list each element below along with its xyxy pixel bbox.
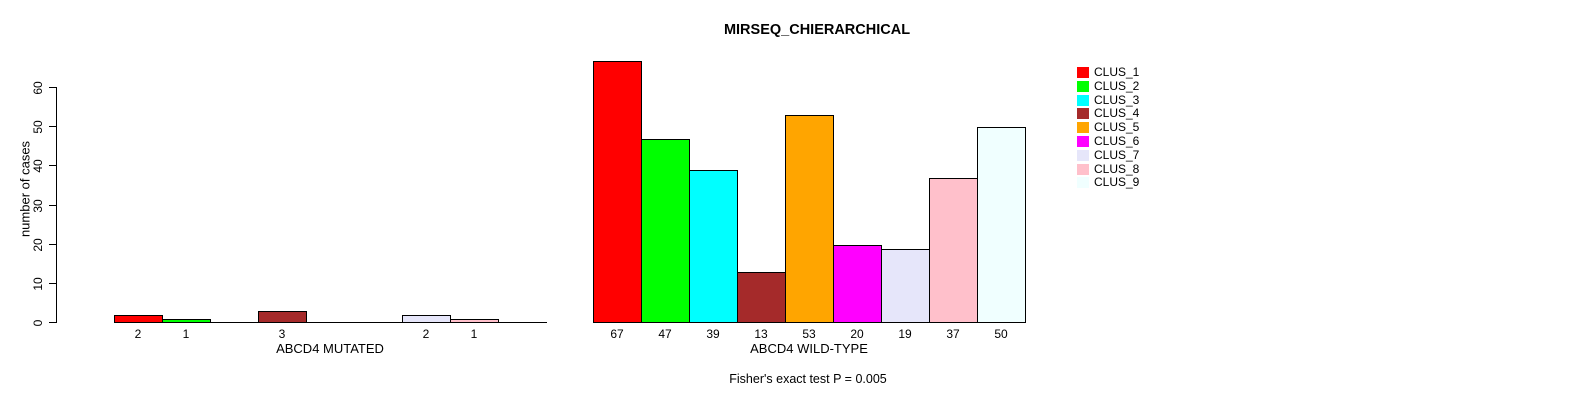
y-tick-mark <box>49 244 57 245</box>
bar-value-label: 1 <box>182 327 190 341</box>
legend-swatch <box>1077 176 1089 188</box>
y-tick-mark <box>49 165 57 166</box>
bar-value-label: 50 <box>994 327 1008 341</box>
bar-value-label: 20 <box>850 327 864 341</box>
bar-clus_1 <box>593 61 642 323</box>
bar-value-label: 47 <box>658 327 672 341</box>
legend-item-clus_7: CLUS_7 <box>1077 149 1139 161</box>
bar-clus_2 <box>641 139 690 323</box>
bar-clus_3 <box>689 170 738 323</box>
y-tick-label: 20 <box>31 238 45 252</box>
chart-title: MIRSEQ_CHIERARCHICAL <box>723 22 911 38</box>
y-tick-mark <box>49 205 57 206</box>
bar-clus_8 <box>929 178 978 323</box>
legend-item-clus_2: CLUS_2 <box>1077 80 1139 92</box>
y-tick-label: 0 <box>31 319 45 327</box>
legend-label: CLUS_7 <box>1094 148 1140 162</box>
legend-item-clus_6: CLUS_6 <box>1077 135 1139 147</box>
x-axis-label-wild-type: ABCD4 WILD-TYPE <box>750 341 868 356</box>
legend-label: CLUS_9 <box>1094 175 1140 189</box>
legend-swatch <box>1077 107 1089 119</box>
bar-clus_4 <box>737 272 786 323</box>
bar-value-label: 2 <box>134 327 142 341</box>
legend-label: CLUS_5 <box>1094 120 1140 134</box>
y-tick-label: 10 <box>31 277 45 291</box>
y-tick-mark <box>49 283 57 284</box>
y-tick-label: 30 <box>31 199 45 213</box>
bar-value-label: 2 <box>422 327 430 341</box>
bar-clus_6 <box>833 245 882 323</box>
y-tick-label: 40 <box>31 159 45 173</box>
legend-item-clus_4: CLUS_4 <box>1077 107 1139 119</box>
legend-swatch <box>1077 121 1089 133</box>
bar-value-label: 37 <box>946 327 960 341</box>
legend-label: CLUS_2 <box>1094 79 1140 93</box>
bar-value-label: 67 <box>610 327 624 341</box>
bar-value-label: 39 <box>706 327 720 341</box>
y-tick-label: 60 <box>31 81 45 95</box>
bar-clus_1 <box>114 315 163 323</box>
y-tick-mark <box>49 126 57 127</box>
bar-value-label: 1 <box>470 327 478 341</box>
y-tick-mark <box>49 87 57 88</box>
y-tick-mark <box>49 322 57 323</box>
legend-swatch <box>1077 135 1089 147</box>
legend-swatch <box>1077 149 1089 161</box>
bar-clus_7 <box>881 249 930 323</box>
legend-item-clus_5: CLUS_5 <box>1077 121 1139 133</box>
bar-clus_4 <box>258 311 307 323</box>
bar-value-label: 53 <box>802 327 816 341</box>
x-axis-label-mutated: ABCD4 MUTATED <box>276 341 384 356</box>
legend-item-clus_3: CLUS_3 <box>1077 94 1139 106</box>
fisher-test-annotation: Fisher's exact test P = 0.005 <box>729 372 887 386</box>
bar-value-label: 19 <box>898 327 912 341</box>
legend-label: CLUS_3 <box>1094 93 1140 107</box>
legend-label: CLUS_6 <box>1094 134 1140 148</box>
legend-swatch <box>1077 66 1089 78</box>
bar-clus_2 <box>162 319 211 323</box>
legend-label: CLUS_8 <box>1094 162 1140 176</box>
legend-swatch <box>1077 94 1089 106</box>
legend-swatch <box>1077 80 1089 92</box>
bar-clus_5 <box>785 115 834 323</box>
bar-clus_9 <box>977 127 1026 323</box>
x-axis-baseline <box>114 322 547 323</box>
bar-clus_7 <box>402 315 451 323</box>
legend: CLUS_1 CLUS_2 CLUS_3 CLUS_4 CLUS_5 CLUS_6 CLUS… <box>1077 66 1197 196</box>
legend-item-clus_9: CLUS_9 <box>1077 176 1139 188</box>
y-axis-title: number of cases <box>17 140 33 238</box>
y-tick-label: 50 <box>31 120 45 134</box>
bar-value-label: 13 <box>754 327 768 341</box>
legend-item-clus_1: CLUS_1 <box>1077 66 1139 78</box>
legend-swatch <box>1077 163 1089 175</box>
legend-label: CLUS_4 <box>1094 106 1140 120</box>
legend-label: CLUS_1 <box>1094 65 1140 79</box>
bar-value-label: 3 <box>278 327 286 341</box>
legend-item-clus_8: CLUS_8 <box>1077 163 1139 175</box>
bar-clus_8 <box>450 319 499 323</box>
